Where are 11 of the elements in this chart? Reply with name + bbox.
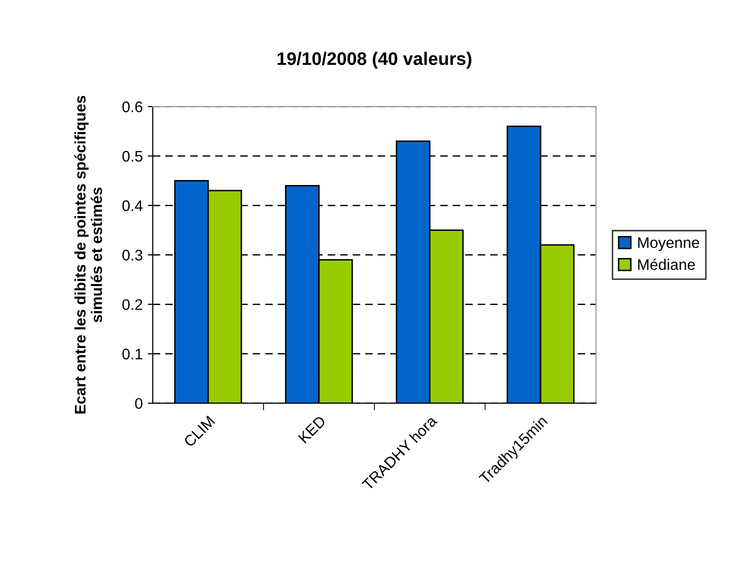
legend-label: Moyenne — [638, 237, 700, 252]
y-tick-label: 0.5 — [122, 150, 142, 162]
chart-title: 19/10/2008 (40 valeurs) — [278, 52, 472, 69]
y-tick-label: 0.3 — [122, 250, 142, 261]
y-tick-label: 0 — [135, 398, 142, 409]
y-tick-label: 0.2 — [122, 299, 142, 310]
legend-label: Médiane — [638, 258, 695, 270]
y-tick-label: 0.4 — [122, 200, 143, 212]
y-axis-title: Ecart entre les dibits de pointes spécifiques simulés et estimés — [74, 96, 102, 414]
y-tick-label: 0.1 — [122, 348, 142, 360]
y-tick-label: 0.6 — [122, 101, 142, 112]
